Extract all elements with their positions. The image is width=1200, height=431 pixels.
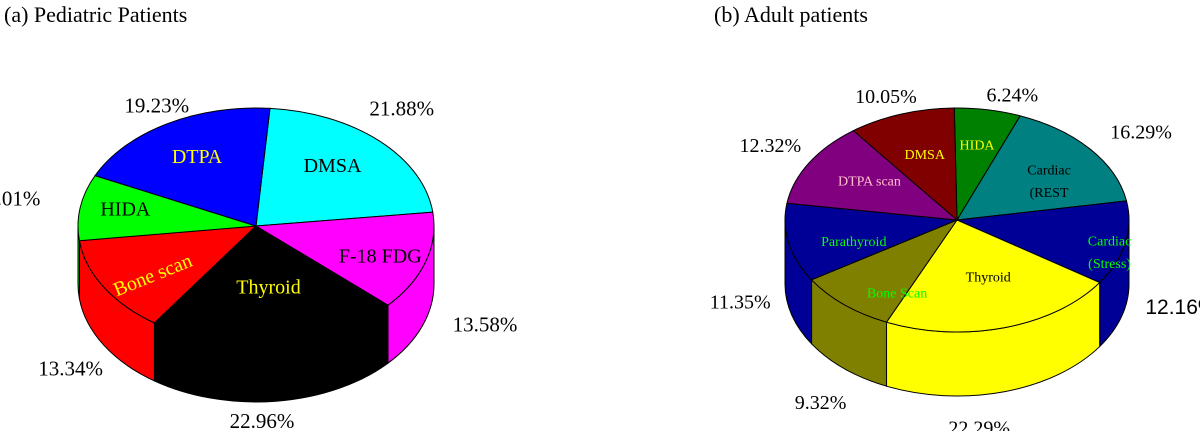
- pie-1-percent-thyroid: 22.29%: [948, 418, 1010, 431]
- pie-0-label-dmsa: DMSA: [304, 155, 362, 177]
- pie-1-label-cardiac-rest: Cardiac (REST: [1027, 164, 1071, 201]
- pie-0-slice-thyroid: [153, 225, 389, 345]
- pie-1-percent-hida: 6.24%: [986, 85, 1038, 107]
- pie-1-slice-cardiac-rest: [956, 115, 1128, 221]
- pie-1-label-hida: HIDA: [960, 138, 996, 153]
- pie-0-slice-hida: [77, 175, 257, 242]
- pie-1-percent-dtpa-scan: 12.32%: [739, 135, 801, 157]
- pie-1-slice-thyroid: [885, 219, 1101, 333]
- pie-1-slice-dmsa: [852, 107, 958, 222]
- pie-0-percent-f-18-fdg: 13.58%: [453, 313, 518, 337]
- pie-1-percent-parathyroid: 11.35%: [710, 291, 771, 313]
- pie-0-percent-thyroid: 22.96%: [230, 409, 295, 431]
- pie-0-label-hida: HIDA: [100, 199, 151, 221]
- pie-0-percent-dtpa: 19.23%: [124, 94, 189, 118]
- pie-1-slice-parathyroid: [784, 202, 958, 281]
- pie-1-slice-cardiac-stress: [955, 200, 1130, 284]
- pie-1-percent-cardiac-stress: 12.16%: [1145, 296, 1200, 319]
- pie-0-slice-bone-scan: [78, 225, 258, 324]
- pie-0-slice-f-18-fdg: [254, 211, 435, 306]
- chart-b-title: (b) Adult patients: [714, 2, 868, 27]
- pie-1-label-bone-scan: Bone Scan: [867, 287, 927, 302]
- pie-1-label-dmsa: DMSA: [904, 148, 945, 163]
- pie-1-label-thyroid: Thyroid: [966, 271, 1011, 286]
- pie-1-percent-bone-scan: 9.32%: [795, 392, 847, 414]
- pie-1-label-dtpa-scan: DTPA scan: [838, 174, 901, 189]
- pie-0-label-f-18-fdg: F-18 FDG: [339, 246, 422, 268]
- pie-1-label-cardiac-stress: Cardiac (Stress): [1088, 235, 1132, 272]
- pie-1-percent-dmsa: 10.05%: [855, 86, 917, 108]
- pie-1-slice-dtpa-scan: [786, 130, 959, 221]
- pie-1-label-parathyroid: Parathyroid: [821, 235, 886, 250]
- pie-0-slice-dtpa: [94, 107, 271, 227]
- pie-1-slice-bone-scan: [810, 218, 959, 323]
- pie-0-label-dtpa: DTPA: [172, 146, 223, 168]
- pie-0-label-thyroid: Thyroid: [236, 276, 300, 298]
- pie-0-percent-hida: 9.01%: [0, 187, 40, 211]
- chart-a-title: (a) Pediatric Patients: [4, 2, 187, 27]
- pie-0-percent-bone-scan: 13.34%: [38, 356, 103, 380]
- pie-1-percent-cardiac-rest: 16.29%: [1110, 121, 1172, 143]
- pie-0-slice-dmsa: [255, 107, 434, 227]
- pie-chart-adult: HIDA Cardiac (REST Cardiac (Stress) Thyroid Bo…: [710, 85, 1200, 431]
- pie-0-percent-dmsa: 21.88%: [369, 96, 434, 120]
